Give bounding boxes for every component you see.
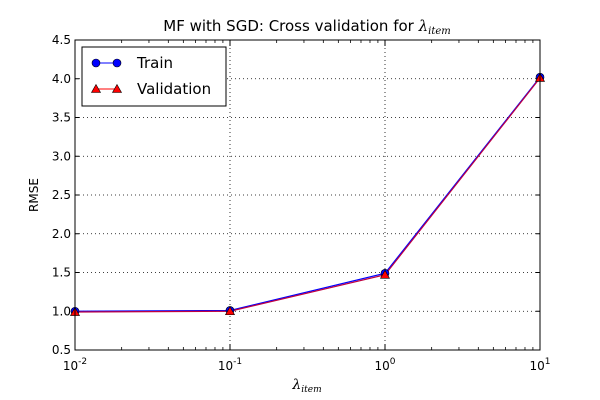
legend-validation-label: Validation: [137, 80, 211, 98]
series-line-train: [74, 76, 541, 312]
y-axis-label: RMSE: [27, 178, 41, 212]
chart-title-symbol: λ: [418, 17, 429, 35]
x-tick-label: 10-1: [218, 357, 242, 373]
y-tick-label: 4.0: [52, 72, 71, 86]
x-tick-label: 10-2: [63, 357, 87, 373]
plot-frame: [74, 39, 541, 351]
series-line-validation: [74, 77, 541, 313]
chart-title: MF with SGD: Cross validation for λitem: [163, 17, 451, 37]
y-tick-label: 3.5: [52, 111, 71, 125]
validation-point: [379, 269, 391, 279]
legend-validation-marker: [111, 83, 123, 93]
x-tick-label: 101: [529, 357, 550, 373]
y-tick-label: 3.0: [52, 149, 71, 163]
y-tick-label: 1.0: [52, 304, 71, 318]
x-axis-label-symbol: λ: [291, 377, 301, 393]
y-tick-label: 2.0: [52, 227, 71, 241]
series-layer: [69, 72, 546, 316]
x-tick-label: 100: [374, 357, 395, 373]
legend-validation-marker: [90, 83, 102, 93]
y-tick-label: 4.5: [52, 33, 71, 47]
legend-train-marker: [112, 58, 122, 68]
legend-box: [81, 46, 227, 107]
legend-train-label: Train: [136, 54, 173, 72]
legend: Train Validation: [81, 46, 227, 107]
y-tick-labels: 0.5 1.0 1.5 2.0 2.5 3.0 3.5 4.0 4.5: [52, 33, 71, 357]
x-axis-label-subscript: item: [301, 385, 321, 395]
y-tick-label: 0.5: [52, 343, 71, 357]
validation-point: [224, 306, 236, 316]
x-tick-labels: 10-2 10-1 100 101: [63, 357, 551, 373]
legend-train-marker: [91, 58, 101, 68]
chart-title-prefix: MF with SGD: Cross validation for: [163, 17, 418, 35]
y-tick-label: 1.5: [52, 266, 71, 280]
y-tick-label: 2.5: [52, 188, 71, 202]
chart-title-subscript: item: [428, 26, 451, 37]
x-axis-label: λitem: [291, 377, 321, 395]
